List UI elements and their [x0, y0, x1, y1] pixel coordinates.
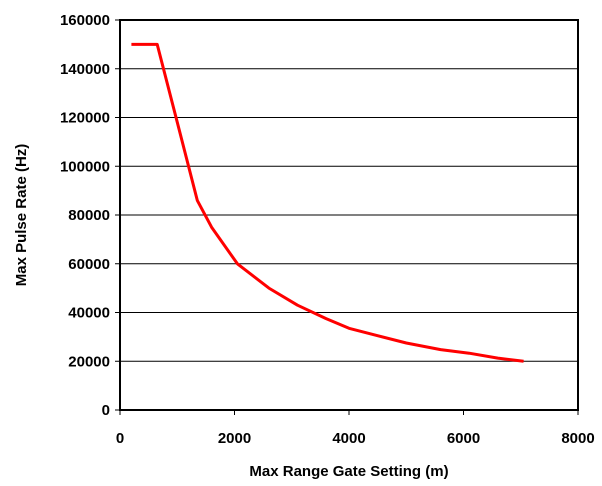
x-tick-label: 8000 — [561, 430, 594, 447]
y-tick-label: 20000 — [68, 353, 110, 370]
y-tick-label: 100000 — [60, 158, 110, 175]
y-tick-label: 80000 — [68, 207, 110, 224]
y-tick-label: 0 — [102, 402, 110, 419]
x-axis-title: Max Range Gate Setting (m) — [249, 463, 448, 480]
y-tick-label: 60000 — [68, 256, 110, 273]
gridlines — [120, 68, 578, 362]
y-axis-ticks: 0 20000 40000 60000 80000 100000 120000 140000 1… — [60, 12, 120, 419]
y-tick-label: 160000 — [60, 12, 110, 29]
y-tick-label: 120000 — [60, 110, 110, 127]
x-tick-label: 4000 — [332, 430, 365, 447]
series-layer — [131, 42, 524, 363]
y-tick-label: 140000 — [60, 61, 110, 78]
x-tick-label: 6000 — [447, 430, 480, 447]
x-tick-label: 2000 — [218, 430, 251, 447]
y-axis-title: Max Pulse Rate (Hz) — [13, 144, 30, 287]
y-tick-label: 40000 — [68, 305, 110, 322]
series-line-0 — [131, 42, 524, 363]
x-tick-label: 0 — [116, 430, 124, 447]
x-axis-ticks: 0 2000 4000 6000 8000 — [116, 410, 595, 447]
